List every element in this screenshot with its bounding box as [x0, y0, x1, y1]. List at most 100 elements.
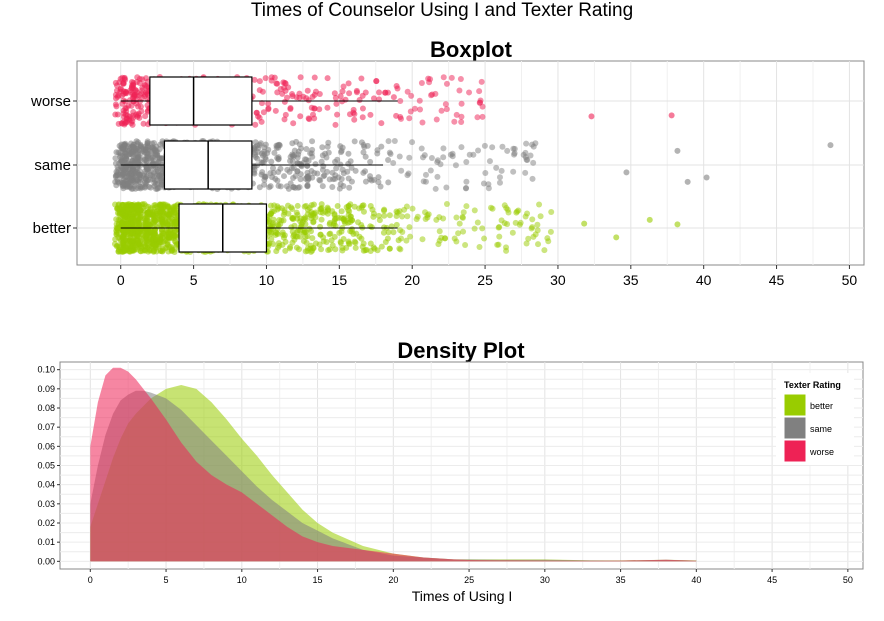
jitter-point-worse [252, 121, 259, 128]
jitter-point-better [504, 206, 511, 213]
jitter-point-worse [393, 112, 400, 119]
jitter-point-better [310, 219, 317, 226]
density-y-tick-label: 0.06 [37, 441, 55, 451]
jitter-point-worse [346, 90, 353, 97]
jitter-point-worse [310, 111, 317, 118]
boxplot-x-tick-label: 0 [117, 272, 125, 288]
jitter-point-same [529, 141, 536, 148]
jitter-point-better [297, 218, 304, 225]
jitter-point-worse [262, 75, 269, 82]
jitter-point-worse [353, 87, 360, 94]
boxplot-panel: Boxplot 0 5 10 15 20 25 30 35 40 45 50 worse same bet… [30, 37, 865, 288]
jitter-point-worse [253, 109, 260, 116]
jitter-point-worse [390, 94, 397, 101]
jitter-point-better [393, 221, 400, 228]
jitter-point-better [116, 224, 123, 231]
jitter-point-same [262, 154, 269, 161]
jitter-point-same [287, 153, 294, 160]
jitter-point-same [144, 142, 151, 149]
boxplot-x-tick-label: 20 [404, 272, 420, 288]
boxplot-x-tick-label: 25 [477, 272, 493, 288]
jitter-point-better [368, 224, 375, 231]
jitter-point-better [462, 241, 469, 248]
jitter-point-worse [304, 87, 311, 94]
jitter-point-same [432, 185, 439, 192]
jitter-point-better [488, 204, 495, 211]
jitter-point-better [168, 243, 175, 250]
jitter-point-better [165, 211, 172, 218]
jitter-point-better [380, 207, 387, 214]
jitter-point-better [409, 205, 416, 212]
jitter-point-same [345, 175, 352, 182]
jitter-point-same [318, 158, 325, 165]
jitter-point-same [289, 140, 296, 147]
jitter-point-same [496, 174, 503, 181]
jitter-point-same [367, 158, 374, 165]
jitter-point-same [320, 173, 327, 180]
jitter-point-better [114, 242, 121, 249]
jitter-point-worse [140, 120, 147, 127]
jitter-point-better [406, 224, 413, 231]
jitter-point-worse [113, 87, 120, 94]
jitter-point-better [304, 233, 311, 240]
jitter-point-same [294, 159, 301, 166]
jitter-point-same [304, 183, 311, 190]
jitter-point-better [120, 239, 127, 246]
jitter-point-worse [367, 111, 374, 118]
jitter-point-worse [339, 88, 346, 95]
jitter-point-worse [258, 118, 265, 125]
jitter-point-worse [458, 100, 465, 107]
jitter-point-better [153, 223, 160, 230]
jitter-point-same [351, 138, 358, 145]
density-x-tick-label: 50 [843, 575, 853, 585]
jitter-point-better [338, 208, 345, 215]
jitter-point-same [406, 154, 413, 161]
jitter-point-same [345, 150, 352, 157]
jitter-point-better [523, 240, 530, 247]
jitter-point-same [493, 164, 500, 171]
jitter-point-better [147, 237, 154, 244]
jitter-point-better [145, 242, 152, 249]
jitter-point-same [297, 176, 304, 183]
density-x-tick-label: 30 [540, 575, 550, 585]
jitter-point-worse [300, 93, 307, 100]
jitter-point-better [120, 202, 127, 209]
jitter-point-same [485, 181, 492, 188]
jitter-point-same [296, 141, 303, 148]
jitter-point-same [522, 169, 529, 176]
jitter-point-same [151, 179, 158, 186]
jitter-point-same [261, 144, 268, 151]
jitter-point-same [135, 178, 142, 185]
jitter-point-same [277, 165, 284, 172]
jitter-point-worse [265, 100, 272, 107]
jitter-point-same [463, 185, 470, 192]
jitter-point-worse [112, 95, 119, 102]
jitter-point-worse [477, 97, 484, 104]
jitter-point-better [332, 246, 339, 253]
jitter-point-worse [457, 75, 464, 82]
jitter-point-same [458, 144, 465, 151]
jitter-point-better [463, 203, 470, 210]
jitter-point-better [495, 241, 502, 248]
jitter-point-worse [333, 100, 340, 107]
jitter-point-same [377, 183, 384, 190]
jitter-point-worse [376, 96, 383, 103]
jitter-point-same [128, 168, 135, 175]
jitter-point-worse [136, 92, 143, 99]
density-y-tick-label: 0.00 [37, 556, 55, 566]
jitter-point-worse [359, 114, 366, 121]
legend-swatch-worse [783, 439, 807, 463]
jitter-point-better [317, 223, 324, 230]
outlier-point-worse [668, 112, 675, 119]
jitter-point-same [252, 139, 259, 146]
jitter-point-better [360, 208, 367, 215]
jitter-point-better [272, 229, 279, 236]
jitter-point-better [414, 213, 421, 220]
jitter-point-same [112, 172, 119, 179]
jitter-point-worse [128, 85, 135, 92]
jitter-point-better [115, 248, 122, 255]
boxplot-x-tick-label: 10 [259, 272, 275, 288]
jitter-point-worse [143, 75, 150, 82]
jitter-point-worse [316, 106, 323, 113]
jitter-point-worse [438, 107, 445, 114]
